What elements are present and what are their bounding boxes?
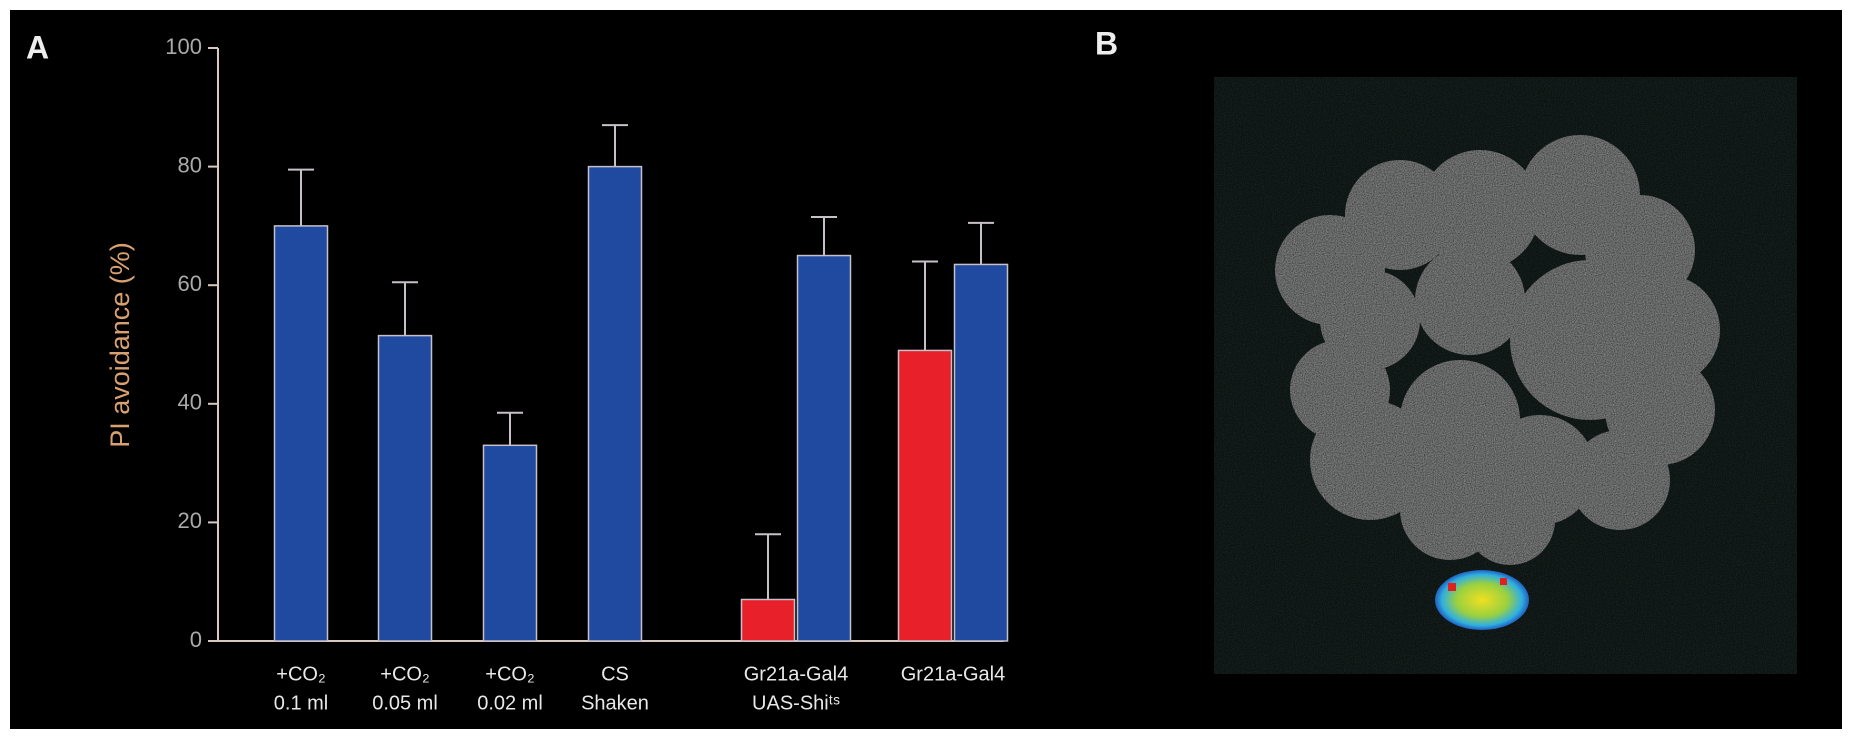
x-tick-label: Shaken <box>581 692 649 714</box>
panel-label: A <box>26 29 49 65</box>
bar <box>955 264 1008 641</box>
y-tick-label: 0 <box>190 627 202 652</box>
y-tick-label: 100 <box>165 34 202 59</box>
panel-label: B <box>1095 25 1118 61</box>
bar <box>798 256 851 641</box>
bar <box>379 336 432 641</box>
x-tick-label: 0.05 ml <box>372 692 438 714</box>
y-axis-title: PI avoidance (%) <box>105 242 135 448</box>
bar <box>589 167 642 641</box>
bar <box>484 445 537 641</box>
x-tick-label: 0.02 ml <box>477 692 543 714</box>
x-tick-label: +CO₂ <box>276 663 325 685</box>
x-tick-label: 0.1 ml <box>274 692 328 714</box>
x-tick-label: Gr21a-Gal4 <box>744 663 849 685</box>
bar <box>275 226 328 641</box>
bar <box>742 599 795 641</box>
x-tick-label: CS <box>601 663 629 685</box>
micrograph <box>1214 77 1797 674</box>
y-tick-label: 40 <box>178 390 202 415</box>
y-tick-label: 20 <box>178 508 202 533</box>
x-tick-label: +CO₂ <box>380 663 429 685</box>
y-tick-label: 80 <box>178 152 202 177</box>
bar <box>899 350 952 641</box>
y-tick-label: 60 <box>178 271 202 296</box>
x-tick-label: +CO₂ <box>485 663 534 685</box>
x-tick-label: UAS-Shiᵗˢ <box>752 692 840 714</box>
x-tick-label: Gr21a-Gal4 <box>901 663 1006 685</box>
figure: A B PI avoidance (%) 0 20 40 60 80 100 +CO₂ 0.1… <box>0 0 1852 739</box>
